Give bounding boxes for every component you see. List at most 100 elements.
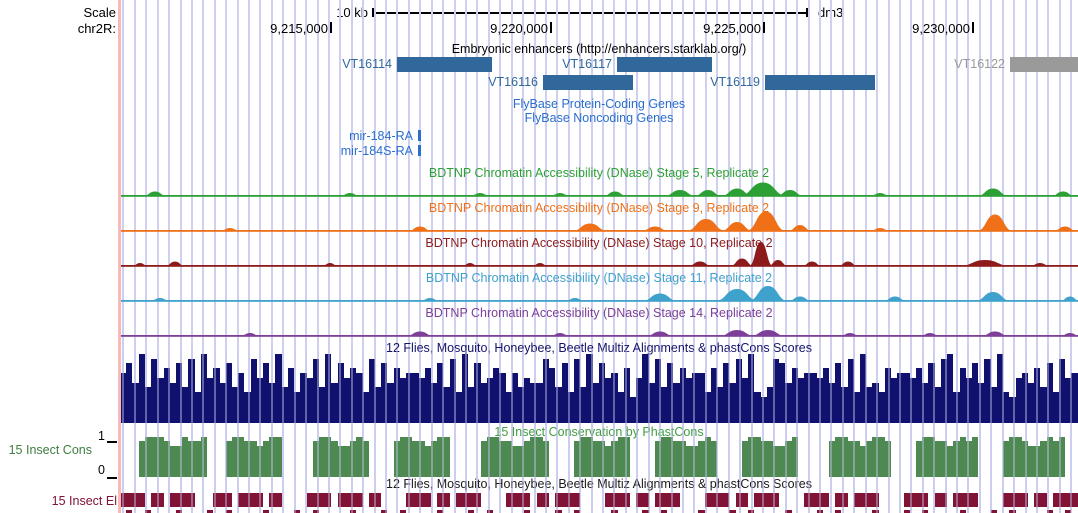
signal-track-title-1[interactable]: BDTNP Chromatin Accessibility (DNase) St… (428, 201, 770, 215)
signal-track-graph-0[interactable] (120, 166, 1078, 198)
enhancer-box-VT16119[interactable] (765, 75, 875, 90)
gridline (533, 0, 536, 513)
multiz-histogram[interactable] (120, 353, 1078, 423)
gridline (967, 0, 970, 513)
conservation-track-title[interactable]: 15 Insect Conservation by PhastCons (494, 425, 704, 439)
gridline (784, 0, 787, 513)
gridline (259, 0, 262, 513)
gridline (1024, 0, 1027, 513)
gridline (1058, 0, 1061, 513)
gridline (213, 0, 216, 513)
enhancer-label: VT16119 (710, 75, 760, 89)
coordinate-label: 9,230,000 (912, 21, 970, 36)
coordinate-tick (550, 22, 552, 33)
multiz-track-title[interactable]: 12 Flies, Mosquito, Honeybee, Beetle Mul… (386, 341, 812, 355)
gridline (168, 0, 171, 513)
gridline (179, 0, 182, 513)
gridline (248, 0, 251, 513)
enhancers-track-title[interactable]: Embryonic enhancers (http://enhancers.st… (451, 42, 747, 56)
conservation-axis-min: 0 (98, 463, 105, 477)
gridline (190, 0, 193, 513)
gene-label: mir-184-RA (349, 129, 413, 143)
flybase-noncoding-genes-title[interactable]: FlyBase Noncoding Genes (524, 111, 674, 125)
signal-track-graph-1[interactable] (120, 201, 1078, 233)
signal-track-title-4[interactable]: BDTNP Chromatin Accessibility (DNase) St… (425, 306, 773, 320)
gridline (819, 0, 822, 513)
gridline (876, 0, 879, 513)
gridline (853, 0, 856, 513)
gridline (830, 0, 833, 513)
gridline (145, 0, 148, 513)
gene-exon-tick[interactable] (418, 145, 421, 156)
gridline (1036, 0, 1038, 513)
gridline (727, 0, 730, 513)
gridline (613, 0, 616, 513)
gridline (602, 0, 605, 513)
gridline (499, 0, 502, 513)
signal-track-title-2[interactable]: BDTNP Chromatin Accessibility (DNase) St… (425, 236, 773, 250)
gridline (339, 0, 342, 513)
signal-track-title-0[interactable]: BDTNP Chromatin Accessibility (DNase) St… (428, 166, 770, 180)
gridline (898, 0, 901, 513)
gridline (659, 0, 662, 513)
enhancer-box-VT16114[interactable] (397, 57, 492, 72)
coordinate-label: 9,225,000 (703, 21, 761, 36)
gridline (270, 0, 273, 513)
gridline (978, 0, 981, 513)
gridline (453, 0, 456, 513)
conservation-axis-max-tick (107, 441, 117, 443)
gridline (567, 0, 570, 513)
gridline (956, 0, 959, 513)
multiz-elements-title[interactable]: 12 Flies, Mosquito, Honeybee, Beetle Mul… (386, 477, 812, 491)
enhancer-box-VT16122[interactable] (1010, 57, 1078, 72)
signal-track-graph-4[interactable] (120, 306, 1078, 338)
enhancer-label: VT16122 (954, 57, 1005, 71)
enhancer-box-VT16116[interactable] (543, 75, 633, 90)
gridline (305, 0, 308, 513)
conserved-elements-blocks[interactable] (120, 493, 1078, 507)
gridline (385, 0, 388, 513)
gridline (293, 0, 296, 513)
conservation-axis-min-tick (107, 477, 117, 479)
conservation-left-label: 15 Insect Cons (8, 443, 92, 457)
gridline (510, 0, 513, 513)
gridline (624, 0, 627, 513)
gridline (556, 0, 559, 513)
gridline (407, 0, 410, 513)
gridline (704, 0, 707, 513)
gridline (1070, 0, 1073, 513)
enhancer-label: VT16114 (342, 57, 392, 71)
gridline (716, 0, 719, 513)
enhancer-box-VT16117[interactable] (617, 57, 712, 72)
gridline (944, 0, 947, 513)
gridline (921, 0, 924, 513)
signal-track-graph-2[interactable] (120, 236, 1078, 268)
gridline (750, 0, 753, 513)
gridline (282, 0, 285, 513)
gridline (693, 0, 696, 513)
gridline (225, 0, 228, 513)
gridline (590, 0, 593, 513)
gridline (133, 0, 136, 513)
conservation-histogram[interactable] (120, 436, 1078, 477)
gridline (773, 0, 776, 513)
conserved-elements-stub-row[interactable] (120, 510, 1078, 513)
enhancer-label: VT16117 (562, 57, 612, 71)
conservation-axis-max: 1 (98, 429, 105, 443)
gridline (681, 0, 684, 513)
gridline (362, 0, 365, 513)
signal-track-title-3[interactable]: BDTNP Chromatin Accessibility (DNase) St… (425, 271, 773, 285)
gridline (465, 0, 467, 513)
gridline (990, 0, 993, 513)
gridline (807, 0, 810, 513)
chromosome-label: chr2R: (77, 21, 116, 36)
gridline (316, 0, 319, 513)
gridline (887, 0, 890, 513)
gene-exon-tick[interactable] (418, 130, 421, 141)
gene-label: mir-184S-RA (340, 144, 413, 158)
flybase-protein-genes-title[interactable]: FlyBase Protein-Coding Genes (512, 97, 686, 111)
gridline (202, 0, 205, 513)
gridline (350, 0, 353, 513)
signal-track-graph-3[interactable] (120, 271, 1078, 303)
